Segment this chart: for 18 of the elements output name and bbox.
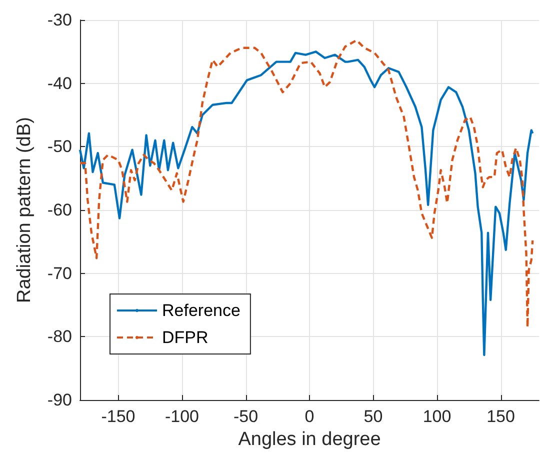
x-tick-label: -150	[101, 407, 136, 426]
x-tick-label: 150	[486, 407, 515, 426]
x-axis-title: Angles in degree	[238, 428, 381, 450]
y-tick-label: -60	[47, 200, 72, 220]
x-tick-label: 50	[364, 407, 383, 426]
y-tick-label: -70	[47, 264, 72, 283]
x-tick-label: -100	[164, 407, 200, 426]
legend-label: DFPR	[162, 328, 208, 347]
x-tick-label: -50	[233, 407, 258, 426]
y-tick-label: -80	[47, 327, 72, 346]
y-tick-label: -30	[47, 10, 72, 30]
y-tick-label: -90	[47, 390, 72, 410]
x-tick-label: 0	[304, 407, 314, 426]
legend-label: Reference	[162, 301, 240, 320]
x-tick-label: 100	[422, 407, 452, 426]
y-tick-label: -50	[47, 137, 72, 156]
y-tick-label: -40	[47, 74, 72, 93]
y-axis-title: Radiation pattern (dB)	[14, 117, 35, 303]
